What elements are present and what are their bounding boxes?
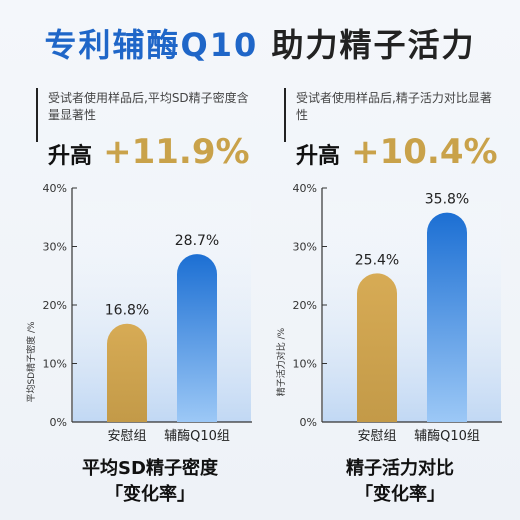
density-footer: 平均SD精子密度 「变化率」 — [50, 456, 250, 508]
motility-y-tick-label: 20% — [293, 299, 317, 312]
density-y-tick-label: 20% — [43, 299, 67, 312]
motility-category-label: 安慰组 — [357, 429, 396, 443]
motility-value-label: 25.4% — [355, 252, 399, 268]
title-rest: 助力精子活力 — [271, 26, 476, 64]
motility-footer-subtitle: 「变化率」 — [355, 484, 445, 505]
density-gain: 升高 +11.9% — [48, 132, 250, 172]
panel-divider — [284, 88, 286, 142]
motility-gain-value: +10.4% — [351, 132, 498, 172]
motility-value-label: 35.8% — [425, 192, 469, 208]
title-accent: 专利辅酶Q10 — [44, 26, 259, 64]
density-bar-coq10 — [177, 254, 217, 422]
motility-y-tick-label: 30% — [293, 241, 317, 254]
density-category-label: 辅酶Q10组 — [164, 428, 230, 443]
motility-panel: 受试者使用样品后,精子活力对比显著性 升高 +10.4% — [284, 88, 506, 418]
motility-bar-placebo — [357, 273, 397, 422]
motility-gain: 升高 +10.4% — [296, 132, 498, 172]
motility-footer-title: 精子活力对比 — [346, 458, 454, 479]
page-title: 专利辅酶Q10 助力精子活力 — [0, 20, 520, 66]
motility-description: 受试者使用样品后,精子活力对比显著性 — [296, 91, 492, 122]
density-chart: 0% 10% 20% 30% 40% 平均SD精子密度 /% 16.8% 安慰组 28.7% 辅酶… — [25, 182, 252, 443]
density-value-label: 16.8% — [105, 303, 149, 319]
density-description: 受试者使用样品后,平均SD精子密度含量显著性 — [48, 91, 249, 122]
density-panel: 受试者使用样品后,平均SD精子密度含量显著性 升高 +11.9% — [36, 88, 258, 418]
motility-y-tick-label: 40% — [293, 182, 317, 195]
motility-category-label: 辅酶Q10组 — [414, 428, 480, 443]
motility-gain-label: 升高 — [296, 144, 341, 169]
density-category-label: 安慰组 — [107, 429, 146, 443]
density-y-tick-label: 0% — [50, 416, 67, 429]
motility-bar-coq10 — [427, 212, 467, 422]
density-y-tick-label: 30% — [43, 241, 67, 254]
density-footer-subtitle: 「变化率」 — [105, 484, 195, 505]
motility-y-tick-label: 10% — [293, 358, 317, 371]
motility-plot-background — [323, 188, 501, 422]
density-gain-value: +11.9% — [103, 132, 250, 172]
density-value-label: 28.7% — [175, 233, 219, 249]
density-y-tick-label: 40% — [43, 182, 67, 195]
density-plot-background — [73, 188, 251, 422]
motility-chart: 0% 10% 20% 30% 40% 精子活力对比 /% 25.4% 安慰组 35.8% 辅酶Q1… — [275, 182, 502, 443]
motility-y-tick-label: 0% — [300, 416, 317, 429]
density-footer-title: 平均SD精子密度 — [82, 458, 218, 479]
motility-footer: 精子活力对比 「变化率」 — [300, 456, 500, 508]
motility-y-axis-title: 精子活力对比 /% — [275, 327, 287, 396]
density-bar-placebo — [107, 323, 147, 422]
density-y-tick-label: 10% — [43, 358, 67, 371]
panel-divider — [36, 88, 38, 142]
density-y-axis-title: 平均SD精子密度 /% — [25, 321, 37, 403]
density-gain-label: 升高 — [48, 144, 93, 169]
